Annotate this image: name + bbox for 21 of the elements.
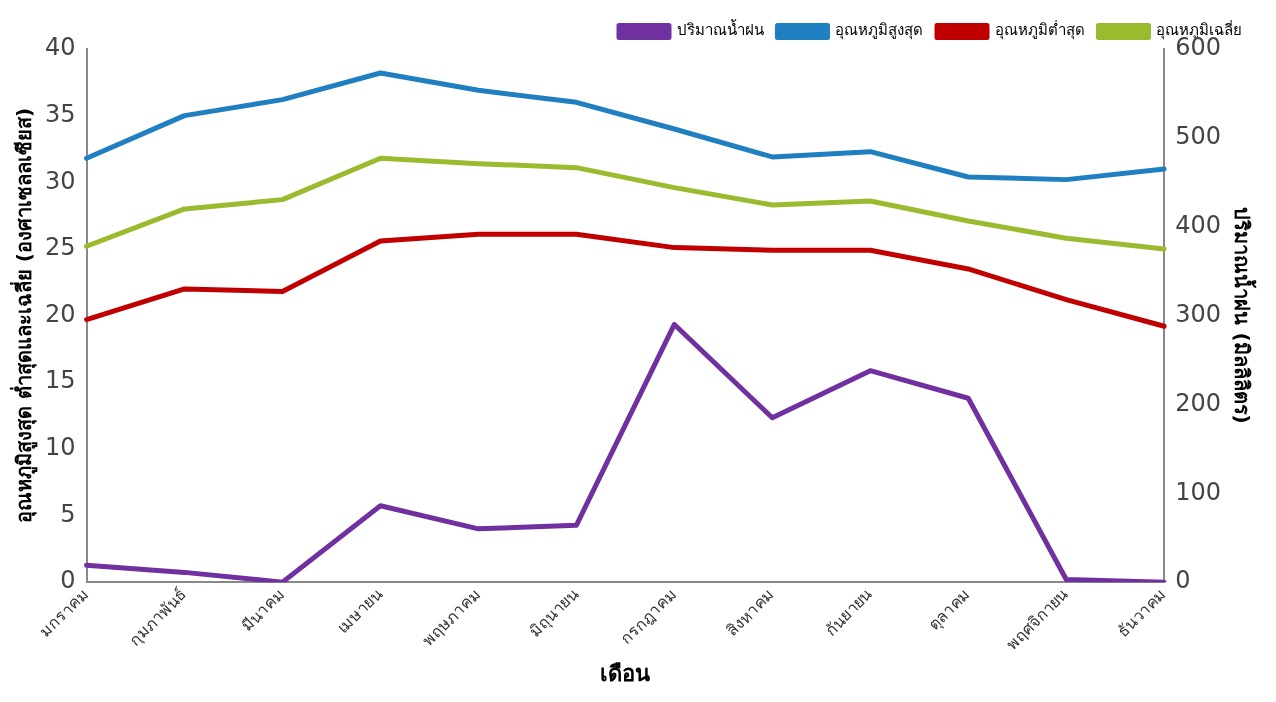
y2-tick-label: 100: [1175, 477, 1221, 506]
y-tick-label: 40: [44, 33, 76, 62]
y-tick-label: 25: [44, 233, 76, 262]
y2-axis-title: ปริมาณน้ำฝน (มิลลิลิตร): [1229, 207, 1257, 424]
legend-label: อุณหภูมิต่ำสุด: [994, 19, 1085, 41]
y-tick-label: 20: [44, 299, 76, 328]
y2-tick-label: 500: [1175, 122, 1221, 151]
legend-label: ปริมาณน้ำฝน: [676, 19, 764, 40]
y2-tick-label: 0: [1175, 566, 1191, 595]
y-tick-label: 10: [44, 433, 76, 462]
y-tick-label: 30: [44, 166, 76, 195]
y-tick-label: 35: [44, 99, 76, 128]
y2-tick-label: 300: [1175, 299, 1221, 328]
y-tick-label: 0: [60, 566, 76, 595]
y2-tick-label: 200: [1175, 388, 1221, 417]
y2-tick-label: 400: [1175, 210, 1221, 239]
y-tick-label: 5: [60, 499, 76, 528]
legend-label: อุณหภูมิสูงสุด: [835, 21, 923, 41]
x-axis-title: เดือน: [600, 660, 651, 686]
y-axis-title: อุณหภูมิสูงสุด ต่ำสุดและเฉลี่ย (องศาเซลลเซียส): [9, 107, 39, 524]
y-tick-label: 15: [44, 366, 76, 395]
